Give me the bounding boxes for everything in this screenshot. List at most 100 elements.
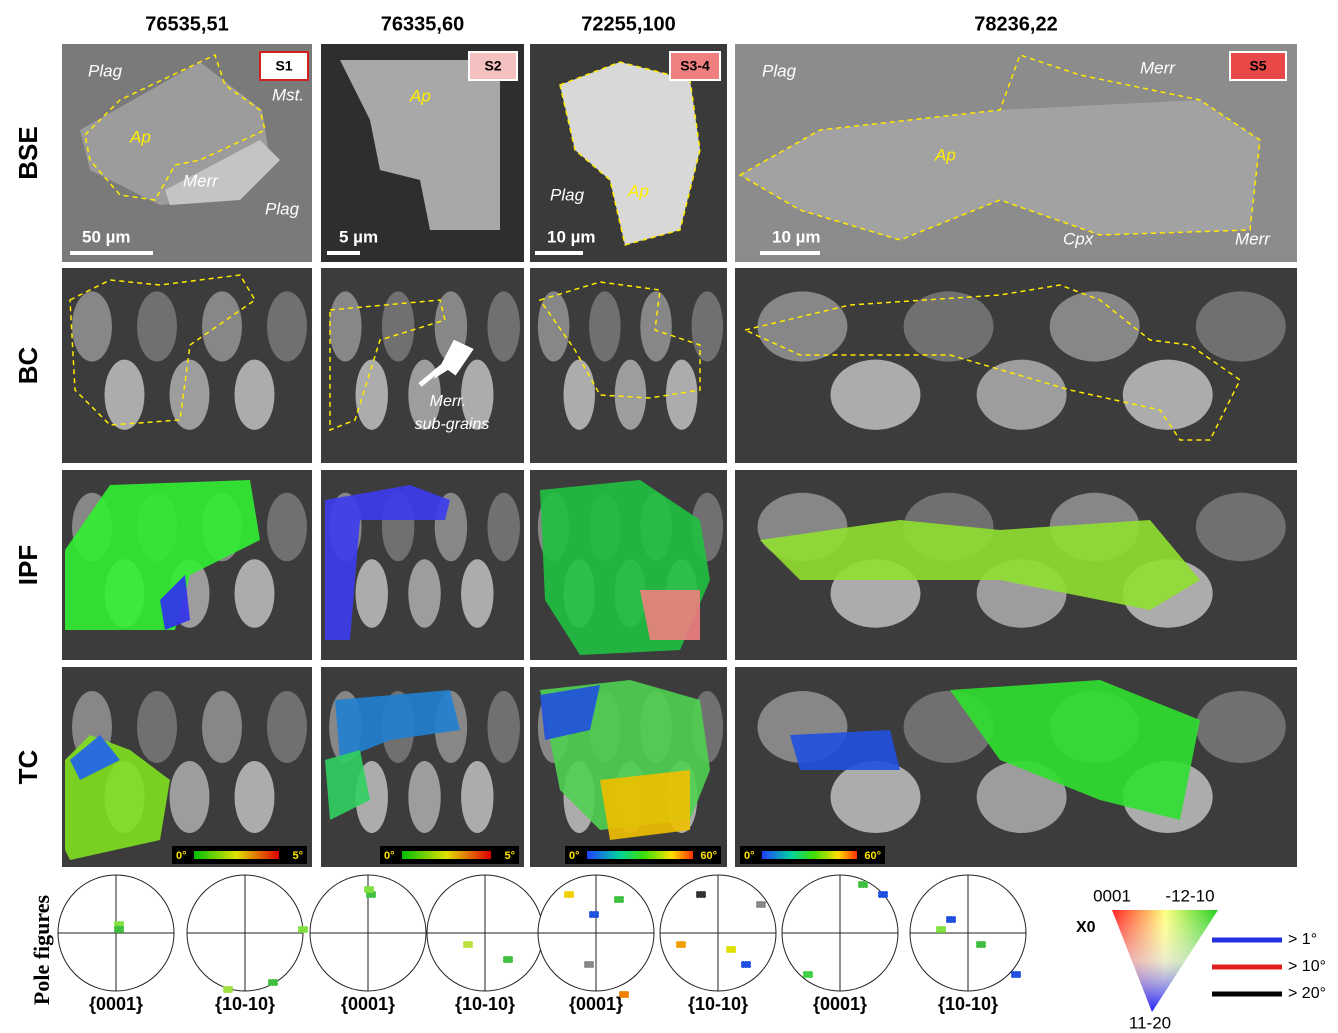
pole-point bbox=[469, 944, 473, 948]
grain bbox=[1196, 691, 1286, 763]
grain bbox=[202, 691, 242, 763]
pole-figure-label: {0001} bbox=[569, 994, 623, 1014]
grain bbox=[487, 291, 519, 361]
grain bbox=[904, 291, 994, 361]
scale-bar-label: 5 µm bbox=[339, 227, 378, 246]
pole-point bbox=[942, 929, 946, 933]
grain bbox=[356, 360, 388, 430]
pole-point bbox=[229, 989, 233, 993]
pole-point bbox=[370, 889, 374, 893]
phase-label: Plag bbox=[762, 61, 797, 80]
grain bbox=[563, 360, 595, 430]
grain bbox=[382, 291, 414, 361]
orientation-patch bbox=[640, 590, 700, 640]
pole-point bbox=[625, 994, 629, 998]
column-title: 76335,60 bbox=[381, 13, 464, 35]
phase-label: Ap bbox=[409, 86, 431, 105]
pole-figure-label: {10-10} bbox=[688, 994, 748, 1014]
grain bbox=[1196, 493, 1286, 561]
colorbar-max: 5° bbox=[504, 850, 515, 862]
column-title: 76535,51 bbox=[145, 13, 228, 35]
pole-figure-label: {10-10} bbox=[938, 994, 998, 1014]
grain bbox=[1050, 291, 1140, 361]
phase-label: Plag bbox=[550, 185, 585, 204]
grain bbox=[831, 761, 921, 833]
pole-point bbox=[1017, 974, 1021, 978]
colorbar bbox=[587, 851, 693, 859]
phase-label: Ap bbox=[627, 181, 649, 200]
pole-figure-label: {0001} bbox=[89, 994, 143, 1014]
grain bbox=[170, 360, 210, 430]
colorbar bbox=[402, 851, 491, 859]
ipf-key bbox=[1112, 910, 1218, 1012]
pole-point bbox=[762, 904, 766, 908]
sample-tag-label: S3-4 bbox=[680, 58, 710, 74]
pole-figure-label: {0001} bbox=[813, 994, 867, 1014]
row-label: IPF bbox=[13, 545, 43, 585]
grain bbox=[267, 493, 307, 561]
pole-figure-label: {0001} bbox=[341, 994, 395, 1014]
grain bbox=[235, 559, 275, 627]
row-label: BC bbox=[13, 347, 43, 385]
colorbar-min: 0° bbox=[569, 850, 580, 862]
colorbar-max: 60° bbox=[864, 850, 881, 862]
grain bbox=[267, 291, 307, 361]
pole-point bbox=[120, 929, 124, 933]
pole-point bbox=[884, 894, 888, 898]
pole-point bbox=[620, 899, 624, 903]
colorbar-min: 0° bbox=[744, 850, 755, 862]
phase-label: Plag bbox=[265, 199, 300, 218]
grain bbox=[72, 291, 112, 361]
grain bbox=[461, 761, 493, 833]
grain bbox=[487, 493, 519, 561]
annotation: sub-grains bbox=[415, 416, 490, 433]
pole-figure-label: {10-10} bbox=[215, 994, 275, 1014]
pole-point bbox=[864, 884, 868, 888]
grain bbox=[137, 691, 177, 763]
grain bbox=[235, 761, 275, 833]
pole-point bbox=[702, 894, 706, 898]
grain bbox=[267, 691, 307, 763]
orientation-patch bbox=[790, 730, 900, 770]
pole-point bbox=[952, 919, 956, 923]
pole-point bbox=[274, 982, 278, 986]
ipf-key-label: 0001 bbox=[1093, 886, 1131, 905]
sample-tag-label: S2 bbox=[484, 58, 501, 74]
phase-label: Merr bbox=[1140, 58, 1176, 77]
grain bbox=[640, 291, 672, 361]
phase-label: Merr bbox=[183, 171, 219, 190]
sample-tag-label: S1 bbox=[275, 58, 292, 74]
colorbar-max: 60° bbox=[700, 850, 717, 862]
boundary-legend-label: > 20° bbox=[1288, 985, 1326, 1002]
pole-point bbox=[372, 894, 376, 898]
grain bbox=[615, 360, 647, 430]
row-label: TC bbox=[13, 749, 43, 784]
phase-label: Cpx bbox=[1063, 229, 1094, 248]
grain bbox=[356, 559, 388, 627]
scale-bar-label: 50 µm bbox=[82, 227, 131, 246]
pole-point bbox=[590, 964, 594, 968]
grain bbox=[757, 291, 847, 361]
pole-figures-title: Pole figures bbox=[29, 894, 54, 1005]
phase-label: Plag bbox=[88, 61, 123, 80]
orientation-patch bbox=[600, 770, 690, 840]
ipf-key-label: 11-20 bbox=[1129, 1013, 1171, 1032]
scale-bar-label: 10 µm bbox=[772, 227, 821, 246]
grain bbox=[666, 360, 698, 430]
grain bbox=[202, 291, 242, 361]
grain bbox=[170, 761, 210, 833]
grain bbox=[977, 360, 1067, 430]
grain bbox=[589, 291, 621, 361]
pole-figure-label: {10-10} bbox=[455, 994, 515, 1014]
column-title: 72255,100 bbox=[581, 13, 676, 35]
pole-point bbox=[682, 944, 686, 948]
grain bbox=[1196, 291, 1286, 361]
pole-point bbox=[570, 894, 574, 898]
pole-point bbox=[732, 949, 736, 953]
grain bbox=[461, 559, 493, 627]
grain bbox=[408, 559, 440, 627]
grain bbox=[1123, 360, 1213, 430]
ipf-key-label: -12-10 bbox=[1165, 886, 1214, 905]
grain bbox=[538, 291, 570, 361]
boundary-legend-label: > 1° bbox=[1288, 931, 1317, 948]
